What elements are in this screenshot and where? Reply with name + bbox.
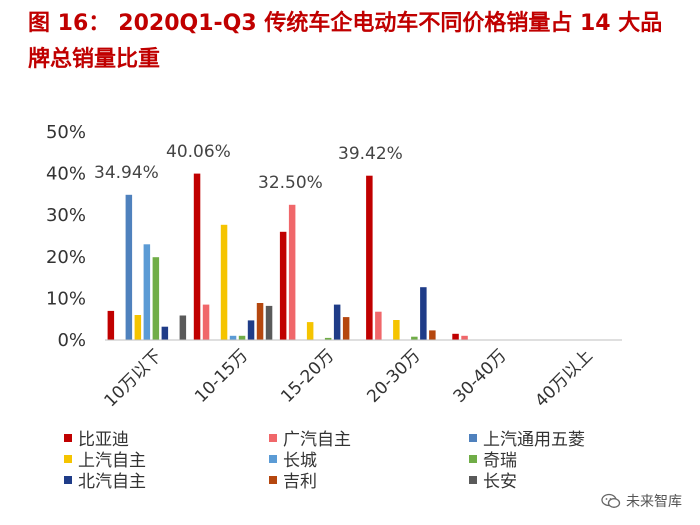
wechat-icon xyxy=(601,493,621,508)
legend-item: 上汽通用五菱 xyxy=(469,427,629,450)
legend-label: 奇瑞 xyxy=(483,451,517,471)
legend-label: 北汽自主 xyxy=(78,472,146,492)
y-tick-label: 50% xyxy=(46,122,86,143)
legend-label: 上汽通用五菱 xyxy=(483,430,585,450)
legend-swatch xyxy=(469,475,477,484)
legend-item: 长安 xyxy=(469,469,629,492)
watermark-text: 未来智库 xyxy=(626,494,682,510)
legend-swatch xyxy=(469,433,477,442)
figure-title: 图 16： 2020Q1-Q3 传统车企电动车不同价格销量占 14 大品牌总销量比… xyxy=(28,6,678,78)
bar-chart: 0% 10% 20% 30% 40% 50% 10万以下 10-15万 15-20万 20-30万… xyxy=(46,122,622,412)
bar xyxy=(452,333,459,340)
x-tick-label: 10万以下 xyxy=(101,346,167,412)
legend-swatch xyxy=(64,475,72,484)
y-tick-label: 30% xyxy=(46,205,86,226)
legend-item: 长城 xyxy=(269,448,469,471)
legend-item: 上汽自主 xyxy=(64,448,269,471)
legend-swatch xyxy=(469,454,477,463)
bar xyxy=(256,303,264,340)
y-tick-label: 10% xyxy=(46,288,86,309)
bar xyxy=(125,194,133,340)
bar xyxy=(179,315,187,340)
bar xyxy=(366,175,373,340)
bar xyxy=(324,337,332,340)
bar xyxy=(306,322,314,340)
legend-label: 长城 xyxy=(283,451,317,471)
legend-item: 奇瑞 xyxy=(469,448,629,471)
legend-label: 广汽自主 xyxy=(283,430,351,450)
bar xyxy=(265,305,273,340)
bar xyxy=(333,304,341,340)
bar xyxy=(247,320,255,340)
bar xyxy=(202,304,210,340)
legend-item: 北汽自主 xyxy=(64,469,269,492)
legend-item: 比亚迪 xyxy=(64,427,269,450)
legend-label: 吉利 xyxy=(283,472,317,492)
x-tick-label: 40万以上 xyxy=(531,346,597,412)
data-label: 34.94% xyxy=(94,163,159,183)
bar xyxy=(420,287,427,340)
legend-item: 吉利 xyxy=(269,469,469,492)
bar xyxy=(375,311,382,340)
bar xyxy=(220,224,228,340)
legend-swatch xyxy=(64,433,72,442)
bar xyxy=(152,257,160,340)
x-tick-label: 30-40万 xyxy=(450,346,511,407)
figure-title-text: 2020Q1-Q3 传统车企电动车不同价格销量占 14 大品牌总销量比重 xyxy=(28,11,663,72)
legend-label: 比亚迪 xyxy=(78,430,129,450)
y-tick-label: 20% xyxy=(46,247,86,268)
data-label: 32.50% xyxy=(258,173,323,193)
bar xyxy=(193,173,201,340)
bar xyxy=(429,330,436,340)
legend-swatch xyxy=(64,454,72,463)
legend-item: 广汽自主 xyxy=(269,427,469,450)
bar xyxy=(161,326,169,340)
bar xyxy=(229,335,237,340)
y-tick-label: 0% xyxy=(57,330,86,351)
figure-number: 图 16： xyxy=(28,11,111,36)
x-tick-label: 10-15万 xyxy=(191,346,252,407)
bar xyxy=(279,231,287,340)
legend-swatch xyxy=(269,475,277,484)
legend-swatch xyxy=(269,454,277,463)
bar xyxy=(461,335,468,340)
legend-label: 上汽自主 xyxy=(78,451,146,471)
bar xyxy=(342,317,350,340)
bar xyxy=(238,335,246,340)
bar xyxy=(411,336,418,340)
x-tick-label: 20-30万 xyxy=(363,346,424,407)
bar xyxy=(288,204,296,340)
bar xyxy=(143,244,151,340)
x-tick-label: 15-20万 xyxy=(277,346,338,407)
bar xyxy=(107,310,115,340)
legend-swatch xyxy=(269,433,277,442)
bar xyxy=(134,315,142,340)
bar xyxy=(393,320,400,340)
y-tick-label: 40% xyxy=(46,164,86,185)
data-label: 39.42% xyxy=(338,144,403,164)
legend-label: 长安 xyxy=(483,472,517,492)
data-label: 40.06% xyxy=(166,142,231,162)
watermark: 未来智库 xyxy=(601,491,682,511)
chart-legend: 比亚迪 广汽自主 上汽通用五菱上汽自主 长城 奇瑞北汽自主 吉利 长安 xyxy=(64,427,624,492)
